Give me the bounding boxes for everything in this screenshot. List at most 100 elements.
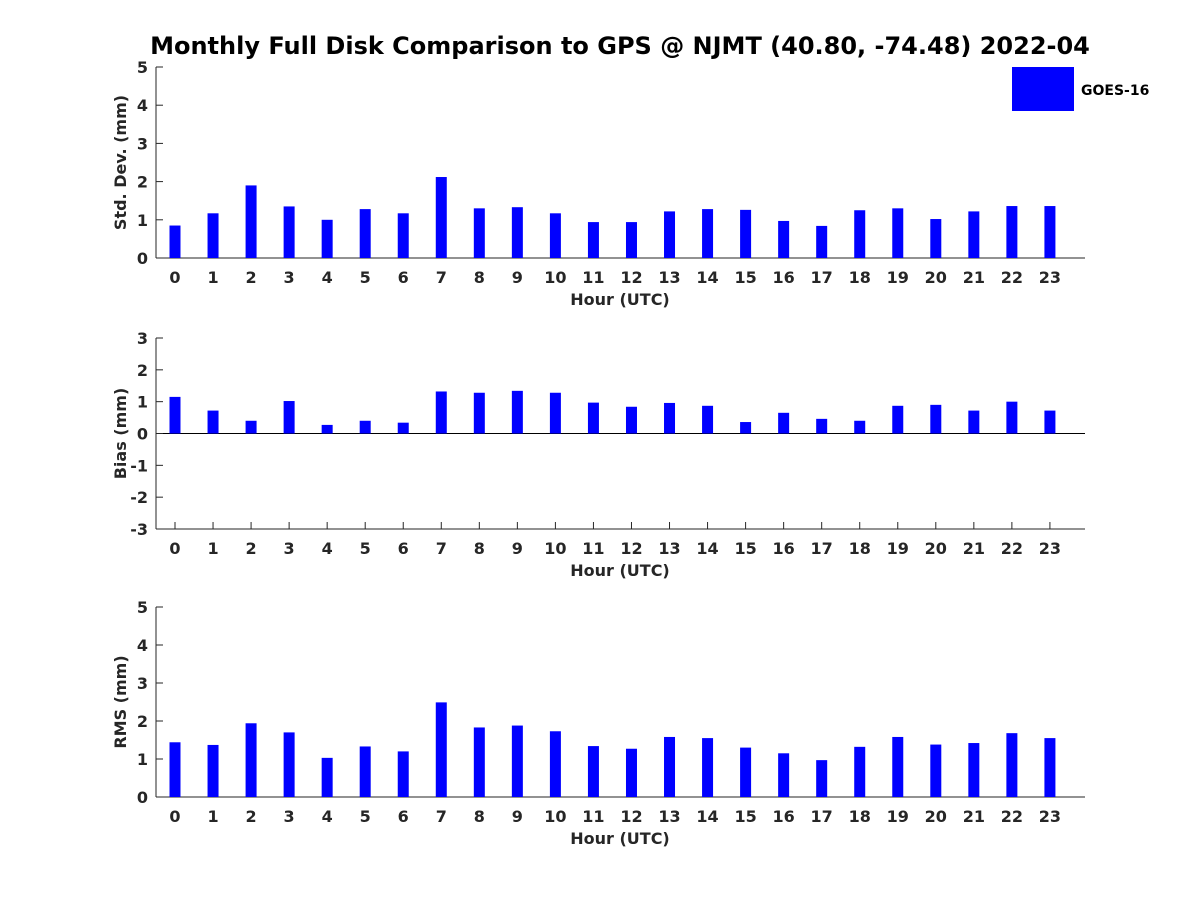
x-tick-label: 17 <box>811 539 833 558</box>
x-tick-label: 11 <box>582 807 604 826</box>
x-tick-label: 3 <box>284 539 295 558</box>
legend-swatch <box>1012 67 1074 111</box>
bar <box>587 746 599 797</box>
bar <box>169 742 181 797</box>
bar <box>816 418 828 434</box>
x-tick-label: 20 <box>925 268 947 287</box>
bar <box>397 422 409 434</box>
x-tick-label: 0 <box>169 539 180 558</box>
y-tick-label: -3 <box>130 520 148 539</box>
bar <box>854 420 866 434</box>
y-tick-label: 2 <box>137 173 148 192</box>
x-tick-label: 15 <box>734 807 756 826</box>
x-tick-label: 14 <box>696 539 718 558</box>
bar <box>816 225 828 258</box>
y-tick-label: 4 <box>137 96 148 115</box>
bar <box>664 402 676 434</box>
x-tick-label: 11 <box>582 539 604 558</box>
bar <box>930 404 942 434</box>
bar <box>625 406 637 434</box>
x-tick-label: 7 <box>436 268 447 287</box>
x-tick-label: 21 <box>963 807 985 826</box>
bar <box>321 219 333 258</box>
y-tick-label: 3 <box>137 674 148 693</box>
x-tick-label: 20 <box>925 539 947 558</box>
y-tick-label: 1 <box>137 750 148 769</box>
x-tick-label: 9 <box>512 807 523 826</box>
x-tick-label: 21 <box>963 539 985 558</box>
bar <box>1006 401 1018 434</box>
x-tick-label: 3 <box>284 807 295 826</box>
x-tick-label: 8 <box>474 539 485 558</box>
x-tick-label: 14 <box>696 268 718 287</box>
y-axis-label: Std. Dev. (mm) <box>111 95 130 230</box>
bar <box>702 405 714 434</box>
y-tick-label: 0 <box>137 788 148 807</box>
bar <box>816 760 828 797</box>
bar <box>397 213 409 258</box>
x-tick-label: 5 <box>360 807 371 826</box>
bar <box>968 743 980 797</box>
x-tick-label: 2 <box>246 539 257 558</box>
bar <box>245 185 257 258</box>
y-axis-label: RMS (mm) <box>111 655 130 748</box>
x-tick-label: 6 <box>398 268 409 287</box>
bar <box>473 727 485 797</box>
x-tick-label: 1 <box>207 268 218 287</box>
x-tick-label: 19 <box>887 539 909 558</box>
x-tick-label: 4 <box>322 268 333 287</box>
x-tick-label: 0 <box>169 807 180 826</box>
bar <box>549 392 561 434</box>
bar <box>473 392 485 434</box>
x-tick-label: 7 <box>436 807 447 826</box>
bar <box>740 422 752 434</box>
y-tick-label: 1 <box>137 393 148 412</box>
bar <box>625 222 637 258</box>
y-tick-label: 0 <box>137 425 148 444</box>
bar <box>778 220 790 258</box>
legend: GOES-16 <box>1012 67 1149 111</box>
bar <box>207 213 219 258</box>
x-tick-label: 20 <box>925 807 947 826</box>
bar <box>625 748 637 797</box>
bar <box>169 225 181 258</box>
y-tick-label: 2 <box>137 361 148 380</box>
x-tick-label: 16 <box>773 807 795 826</box>
x-tick-label: 23 <box>1039 807 1061 826</box>
y-tick-label: -1 <box>130 456 148 475</box>
x-tick-label: 6 <box>398 807 409 826</box>
bar <box>549 731 561 797</box>
bar <box>854 210 866 258</box>
y-tick-label: 5 <box>137 58 148 77</box>
x-tick-label: 11 <box>582 268 604 287</box>
bar <box>321 424 333 434</box>
x-tick-label: 10 <box>544 268 566 287</box>
bar <box>435 391 447 434</box>
x-tick-label: 15 <box>734 539 756 558</box>
x-tick-label: 12 <box>620 539 642 558</box>
x-tick-label: 22 <box>1001 539 1023 558</box>
chart-title: Monthly Full Disk Comparison to GPS @ NJ… <box>150 32 1090 60</box>
x-tick-label: 21 <box>963 268 985 287</box>
bar <box>702 209 714 258</box>
x-tick-label: 5 <box>360 539 371 558</box>
x-tick-label: 13 <box>658 539 680 558</box>
bar <box>473 208 485 258</box>
bar <box>207 744 219 797</box>
x-tick-label: 10 <box>544 807 566 826</box>
x-tick-label: 12 <box>620 807 642 826</box>
x-tick-label: 19 <box>887 268 909 287</box>
bar <box>892 405 904 434</box>
x-tick-label: 10 <box>544 539 566 558</box>
x-tick-label: 5 <box>360 268 371 287</box>
bar <box>702 738 714 797</box>
bar <box>283 206 295 258</box>
bar <box>359 420 371 434</box>
bar <box>740 209 752 258</box>
x-tick-label: 18 <box>849 807 871 826</box>
x-tick-label: 1 <box>207 539 218 558</box>
x-tick-label: 14 <box>696 807 718 826</box>
